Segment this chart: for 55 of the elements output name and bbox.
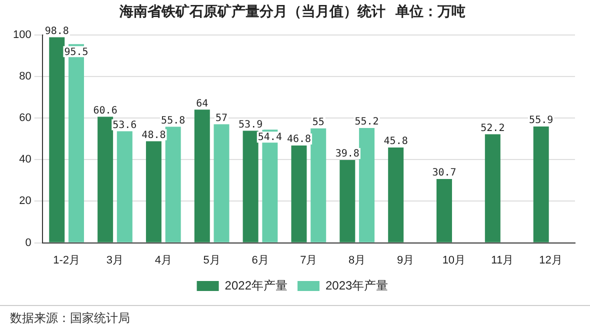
data-label: 55 — [312, 116, 324, 128]
x-tick-label: 8月 — [348, 254, 366, 266]
x-tick-label: 4月 — [154, 254, 172, 266]
y-tick-label: 60 — [19, 112, 32, 124]
x-tick-label: 7月 — [300, 254, 318, 266]
bar — [49, 37, 65, 242]
bar — [359, 128, 375, 242]
data-label: 53.9 — [238, 119, 263, 130]
data-label: 55.9 — [529, 115, 554, 126]
x-tick-label: 5月 — [203, 254, 220, 266]
bar — [165, 126, 181, 242]
x-tick-label: 12月 — [539, 254, 562, 266]
bar — [484, 134, 500, 242]
y-tick-label: 0 — [25, 236, 32, 249]
y-tick-label: 40 — [19, 154, 32, 166]
bar — [340, 160, 356, 242]
data-label: 30.7 — [432, 168, 456, 179]
bar — [194, 110, 210, 242]
x-tick-label: 6月 — [252, 254, 269, 266]
x-tick-label: 10月 — [442, 254, 466, 266]
data-label: 52.2 — [480, 122, 505, 134]
legend-label: 2023年产量 — [326, 278, 388, 292]
y-tick-label: 100 — [12, 28, 32, 41]
bar — [214, 124, 230, 242]
legend-label: 2022年产量 — [224, 278, 288, 292]
bar — [291, 145, 307, 242]
source-note: 数据来源：国家统计局 — [10, 311, 130, 325]
bar — [436, 178, 452, 242]
bar — [388, 148, 404, 242]
x-tick-label: 1-2月 — [53, 254, 80, 266]
data-label: 48.8 — [142, 130, 166, 141]
data-label: 64 — [196, 98, 208, 110]
data-label: 57 — [215, 112, 228, 124]
data-label: 54.4 — [258, 132, 282, 144]
y-tick-label: 80 — [19, 70, 32, 82]
data-label: 98.8 — [44, 26, 69, 37]
bar — [533, 126, 549, 242]
data-label: 60.6 — [93, 105, 118, 116]
x-tick-label: 11月 — [491, 254, 514, 266]
x-tick-label: 3月 — [106, 254, 124, 266]
data-label: 55.2 — [354, 116, 379, 128]
chart-title: 海南省铁矿石原矿产量分月（当月值）统计 单位：万吨 — [118, 3, 466, 20]
y-tick-label: 20 — [19, 195, 32, 208]
data-label: 53.6 — [112, 120, 137, 131]
data-label: 95.5 — [64, 46, 88, 58]
data-label: 55.8 — [161, 115, 186, 126]
bar — [310, 128, 326, 242]
data-label: 45.8 — [384, 136, 408, 148]
bar — [146, 141, 162, 242]
data-label: 46.8 — [286, 134, 312, 146]
data-label: 39.8 — [335, 148, 360, 160]
bar — [98, 116, 114, 242]
bar — [242, 130, 258, 242]
x-tick-label: 9月 — [396, 254, 414, 266]
bar — [116, 131, 132, 242]
